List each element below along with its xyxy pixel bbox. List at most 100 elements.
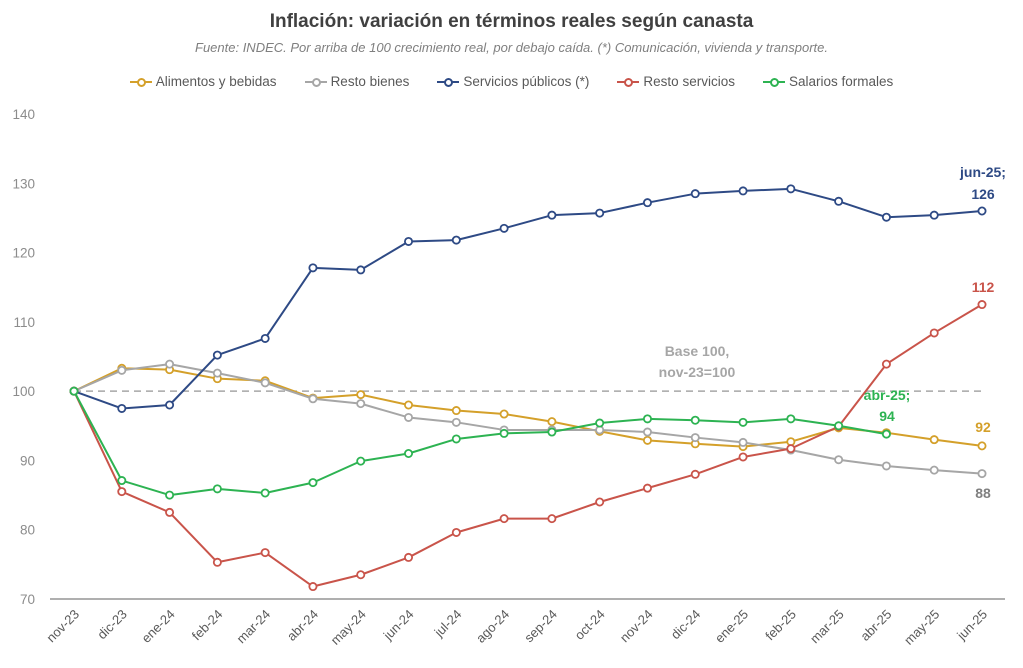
data-point: [69, 386, 79, 396]
data-point: [451, 235, 461, 245]
data-point: [499, 428, 509, 438]
data-point: [834, 421, 844, 431]
data-point: [499, 223, 509, 233]
data-point: [308, 394, 318, 404]
data-point: [404, 412, 414, 422]
data-point: [165, 507, 175, 517]
data-point: [212, 350, 222, 360]
data-point: [595, 418, 605, 428]
data-point: [451, 406, 461, 416]
data-point: [977, 441, 987, 451]
data-point: [260, 488, 270, 498]
x-tick-label: ene-24: [138, 607, 177, 646]
y-tick-label: 130: [12, 176, 35, 191]
x-tick-label: mar-25: [807, 607, 847, 647]
data-point: [786, 184, 796, 194]
data-annotation: 94: [879, 408, 895, 424]
data-point: [929, 435, 939, 445]
legend-label: Alimentos y bebidas: [155, 74, 277, 89]
data-point: [929, 210, 939, 220]
data-point: [117, 365, 127, 375]
data-point: [356, 265, 366, 275]
data-point: [404, 448, 414, 458]
series-line: [73, 187, 983, 410]
data-point: [738, 186, 748, 196]
x-tick-label: jun-24: [380, 607, 417, 644]
legend-swatch-icon: [762, 77, 785, 87]
data-point: [690, 415, 700, 425]
data-point: [451, 527, 461, 537]
data-point: [738, 452, 748, 462]
x-tick-label: ene-25: [712, 607, 751, 646]
data-point: [404, 552, 414, 562]
data-point: [260, 548, 270, 558]
data-point: [547, 427, 557, 437]
data-point: [499, 409, 509, 419]
data-point: [738, 437, 748, 447]
data-point: [165, 490, 175, 500]
x-tick-label: nov-23: [43, 607, 82, 646]
y-tick-label: 90: [20, 453, 35, 468]
x-tick-label: feb-25: [762, 607, 799, 644]
x-tick-label: abr-25: [857, 607, 894, 644]
data-point: [404, 236, 414, 246]
series-line: [73, 303, 983, 588]
data-point: [547, 514, 557, 524]
legend-item[interactable]: Servicios públicos (*): [437, 74, 589, 89]
y-tick-label: 120: [12, 246, 35, 261]
data-point: [690, 189, 700, 199]
data-annotation: 126: [971, 186, 995, 202]
legend-item[interactable]: Salarios formales: [762, 74, 893, 89]
data-point: [595, 497, 605, 507]
x-tick-label: mar-24: [234, 607, 274, 647]
x-tick-label: jul-24: [431, 607, 465, 641]
data-point: [977, 300, 987, 310]
x-tick-label: oct-24: [572, 607, 608, 643]
data-point: [786, 414, 796, 424]
legend-label: Servicios públicos (*): [463, 74, 590, 89]
data-point: [690, 433, 700, 443]
y-tick-label: 70: [20, 592, 35, 607]
data-point: [977, 469, 987, 479]
data-annotation: 88: [975, 485, 991, 501]
data-point: [977, 206, 987, 216]
data-point: [786, 444, 796, 454]
legend-swatch-icon: [129, 77, 152, 87]
y-tick-label: 80: [20, 523, 35, 538]
data-point: [929, 465, 939, 475]
x-tick-label: may-25: [901, 607, 942, 648]
legend-swatch-icon: [304, 77, 327, 87]
x-tick-label: may-24: [328, 607, 369, 648]
data-point: [356, 390, 366, 400]
data-point: [642, 427, 652, 437]
data-point: [834, 196, 844, 206]
data-point: [595, 208, 605, 218]
data-point: [260, 378, 270, 388]
x-tick-label: ago-24: [473, 607, 512, 646]
legend-label: Resto bienes: [330, 74, 410, 89]
y-tick-label: 140: [12, 107, 35, 122]
data-point: [260, 333, 270, 343]
x-tick-label: abr-24: [284, 607, 321, 644]
data-point: [212, 368, 222, 378]
data-annotation: jun-25;: [959, 164, 1006, 180]
data-point: [308, 582, 318, 592]
series-line: [73, 390, 887, 497]
data-point: [212, 557, 222, 567]
data-point: [356, 399, 366, 409]
data-point: [451, 417, 461, 427]
legend-item[interactable]: Alimentos y bebidas: [129, 74, 277, 89]
legend-swatch-icon: [437, 77, 460, 87]
data-annotation: 92: [975, 419, 991, 435]
data-point: [738, 417, 748, 427]
data-point: [165, 359, 175, 369]
chart-subtitle: Fuente: INDEC. Por arriba de 100 crecimi…: [195, 40, 828, 55]
legend-item[interactable]: Resto bienes: [304, 74, 410, 89]
data-point: [881, 461, 891, 471]
series-line: [73, 363, 983, 475]
data-point: [690, 469, 700, 479]
chart-title: Inflación: variación en términos reales …: [269, 11, 754, 32]
data-annotation: abr-25;: [864, 387, 911, 403]
legend-item[interactable]: Resto servicios: [617, 74, 735, 89]
reference-label: nov-23=100: [659, 364, 736, 380]
